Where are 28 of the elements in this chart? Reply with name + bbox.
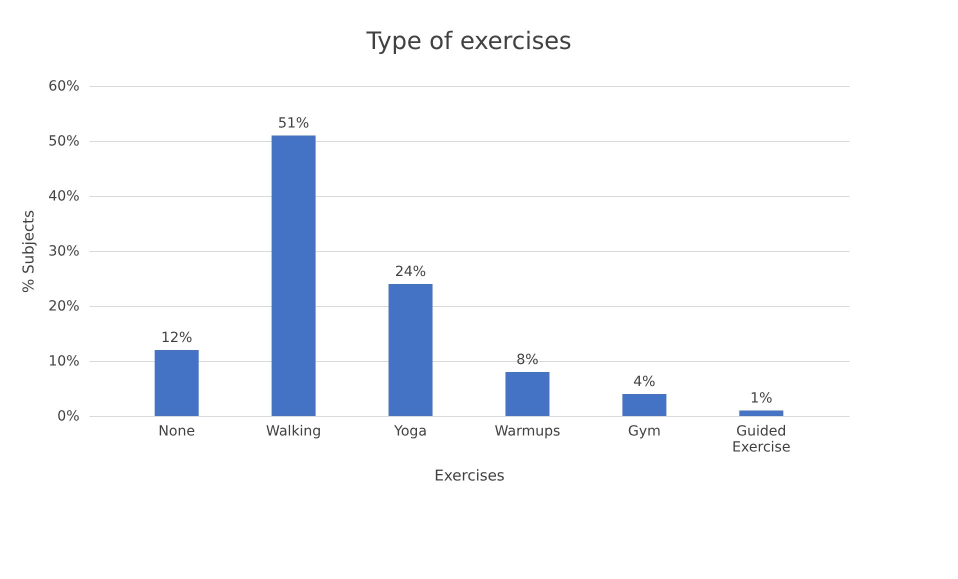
data-label: 1% <box>750 390 772 406</box>
bar <box>154 350 199 416</box>
y-tick-label: 30% <box>48 244 80 260</box>
bar <box>272 136 316 416</box>
x-tick-label: Warmups <box>494 424 560 440</box>
data-label: 24% <box>394 264 426 280</box>
x-tick-label: Yoga <box>393 424 427 440</box>
data-label: 51% <box>278 116 310 132</box>
x-tick-label: Walking <box>266 424 322 440</box>
y-tick-label: 40% <box>48 188 80 204</box>
y-axis-title: % Subjects <box>19 210 38 293</box>
x-axis-title: Exercises <box>434 466 505 484</box>
x-tick-label: None <box>158 424 195 440</box>
bar <box>622 394 666 416</box>
data-label: 4% <box>633 374 656 390</box>
x-tick-label: Gym <box>628 424 661 440</box>
bar <box>739 410 784 416</box>
chart-title: Type of exercises <box>365 27 572 55</box>
y-tick-label: 60% <box>48 78 80 94</box>
bar <box>388 284 433 416</box>
y-tick-label: 20% <box>48 298 80 314</box>
y-tick-label: 50% <box>48 134 80 150</box>
x-tick-label: Guided Exercise <box>732 424 790 456</box>
data-label: 8% <box>516 352 539 368</box>
y-tick-label: 0% <box>57 408 80 424</box>
bar <box>505 372 550 416</box>
data-label: 12% <box>161 330 192 346</box>
y-tick-label: 10% <box>48 354 80 370</box>
